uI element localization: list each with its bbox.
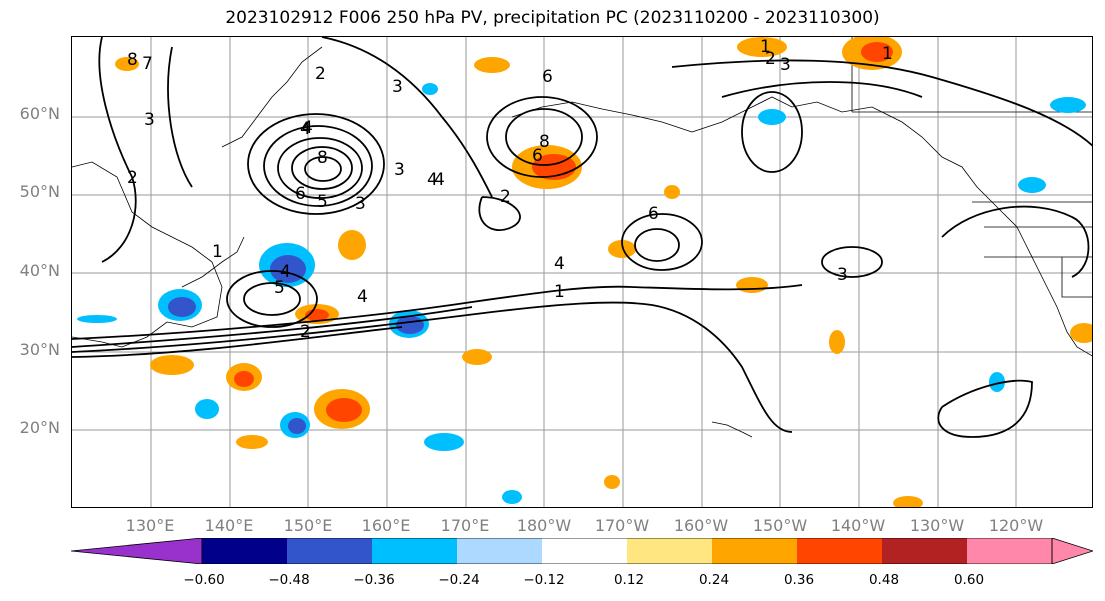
contour-label: 7 [142, 54, 153, 74]
lon-label-160w: 160°W [673, 516, 729, 535]
contour-label: 4 [427, 170, 438, 190]
contour-label: 2 [315, 64, 326, 84]
colorbar-bin [287, 538, 372, 564]
contour-label: 4 [357, 287, 368, 307]
contour-label: 3 [392, 77, 403, 97]
contour-label: 5 [274, 278, 285, 298]
alaska-coast [691, 96, 1003, 213]
lon-label-120w: 120°W [988, 516, 1044, 535]
lat-label-20n: 20°N [19, 418, 60, 437]
map-panel: 8 7 3 2 4 8 6 5 3 2 4 8 6 1 2 1 2 3 3 4 … [71, 36, 1093, 508]
na-west-coast [1001, 211, 1092, 357]
graticule [72, 37, 1092, 507]
contour-label: 4 [302, 118, 313, 138]
contour-label: 3 [144, 110, 155, 130]
colorbar [71, 538, 1093, 564]
colorbar-tick: 0.48 [868, 572, 900, 588]
precip-shading [77, 37, 1092, 507]
contour-label: 5 [317, 192, 328, 212]
contour-label: 4 [300, 119, 311, 139]
contour-label: 2 [765, 49, 776, 69]
colorbar-bin [202, 538, 287, 564]
contour-label: 2 [300, 322, 311, 342]
colorbar-bin [457, 538, 542, 564]
lon-label-130w: 130°W [909, 516, 965, 535]
contour-label: 6 [295, 184, 306, 204]
colorbar-bin [882, 538, 967, 564]
colorbar-bin [712, 538, 797, 564]
contour-label: 8 [539, 132, 550, 152]
contour-label: 4 [434, 170, 445, 190]
coastlines [72, 37, 1092, 438]
us-states [984, 226, 1092, 298]
lon-label-150w: 150°W [752, 516, 808, 535]
colorbar-extend-max [1051, 538, 1093, 564]
colorbar-bin [372, 538, 457, 564]
colorbar-tick: 0.12 [613, 572, 645, 588]
contour-label: 2 [127, 168, 138, 188]
colorbar-tick: −0.60 [183, 572, 225, 588]
lat-label-50n: 50°N [19, 182, 60, 201]
map-svg: 8 7 3 2 4 8 6 5 3 2 4 8 6 1 2 1 2 3 3 4 … [72, 37, 1092, 507]
contour-label: 8 [317, 148, 328, 168]
contour-labels: 8 7 3 2 4 8 6 5 3 2 4 8 6 1 2 1 2 3 3 4 … [127, 37, 893, 342]
contour-label: 1 [212, 242, 223, 262]
contour-label: 4 [554, 254, 565, 274]
contour-label: 3 [394, 160, 405, 180]
lat-label-60n: 60°N [19, 104, 60, 123]
colorbar-tick: −0.36 [353, 572, 395, 588]
contour-label: 3 [355, 194, 366, 214]
lon-label-140w: 140°W [830, 516, 886, 535]
lon-label-170e: 170°E [440, 516, 490, 535]
lon-label-170w: 170°W [594, 516, 650, 535]
lon-label-140e: 140°E [204, 516, 254, 535]
colorbar-tick: 0.36 [783, 572, 815, 588]
hawaii [711, 421, 753, 438]
contour-label: 1 [882, 44, 893, 64]
lat-label-30n: 30°N [19, 340, 60, 359]
contour-label: 6 [532, 146, 543, 166]
pv-contours [72, 37, 1092, 438]
colorbar-tick: 0.24 [698, 572, 730, 588]
aleutians [511, 101, 693, 133]
lon-label-180w: 180°W [516, 516, 572, 535]
kamchatka-coast [221, 46, 323, 148]
colorbar-bin [797, 538, 882, 564]
contour-label: 6 [542, 67, 553, 87]
lat-label-40n: 40°N [19, 261, 60, 280]
lon-label-130e: 130°E [125, 516, 175, 535]
lon-label-150e: 150°E [283, 516, 333, 535]
map-title: 2023102912 F006 250 hPa PV, precipitatio… [225, 8, 880, 28]
colorbar-extend-min [71, 538, 203, 564]
contour-label: 3 [837, 265, 848, 285]
contour-label: 4 [280, 262, 291, 282]
contour-label: 8 [127, 50, 138, 70]
colorbar-tick: −0.48 [268, 572, 310, 588]
contour-label: 6 [648, 204, 659, 224]
contour-label: 1 [760, 37, 771, 57]
contour-label: 2 [500, 187, 511, 207]
colorbar-tick: 0.60 [953, 572, 985, 588]
lon-label-160e: 160°E [361, 516, 411, 535]
contour-label: 1 [554, 282, 565, 302]
colorbar-tick: −0.24 [438, 572, 480, 588]
colorbar-bin [967, 538, 1052, 564]
colorbar-tick: −0.12 [523, 572, 565, 588]
colorbar-bin [542, 538, 627, 564]
contour-label: 3 [780, 55, 791, 75]
colorbar-bin [627, 538, 712, 564]
